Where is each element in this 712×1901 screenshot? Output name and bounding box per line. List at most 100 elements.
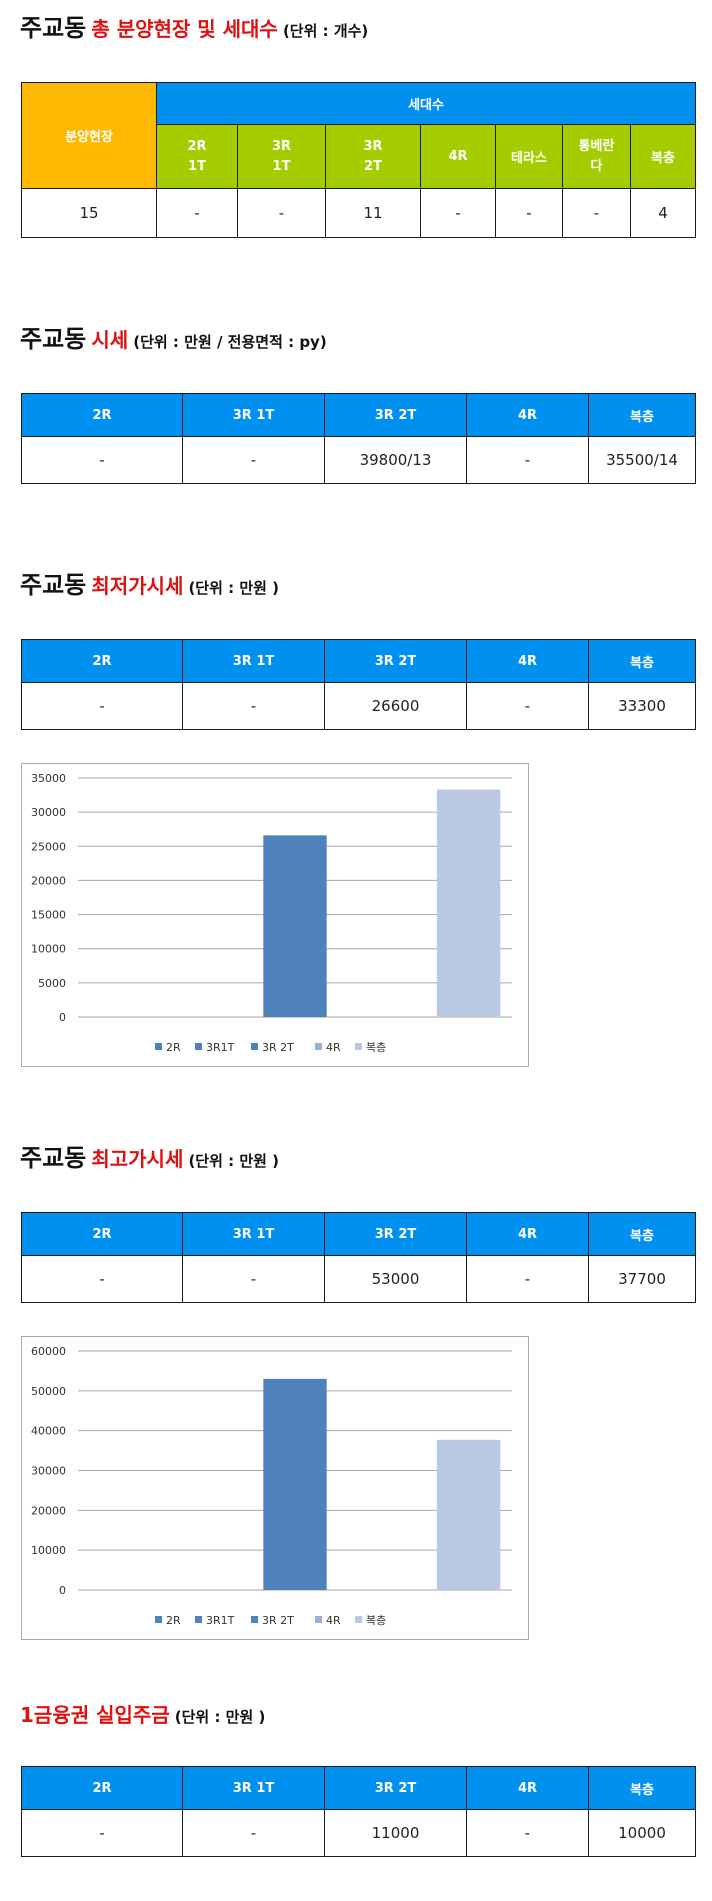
cell-3r2t: 11000 [324, 1809, 467, 1857]
section4-unit: (단위 : 만원 ) [188, 1152, 280, 1170]
legend-swatch [315, 1616, 322, 1623]
y-tick-label: 40000 [31, 1425, 66, 1438]
cell-2r: - [21, 436, 183, 484]
header-3r1t: 3R 1T [182, 1766, 325, 1810]
cell-3r1t: - [182, 1255, 325, 1303]
y-tick-label: 30000 [31, 1465, 66, 1478]
section5-table: 2R 3R 1T 3R 2T 4R 복층 - - 11000 - 10000 [21, 1766, 696, 1857]
cell-4r: - [466, 436, 589, 484]
y-tick-label: 15000 [31, 909, 66, 922]
header-balcony: 통베란 다 [562, 124, 631, 189]
y-tick-label: 50000 [31, 1385, 66, 1398]
cell-4r: - [466, 1809, 589, 1857]
legend-label: 4R [326, 1041, 341, 1054]
legend-label: 복층 [366, 1614, 386, 1627]
legend-label: 3R1T [206, 1041, 235, 1054]
header-2r: 2R [21, 393, 183, 437]
cell-duplex: 4 [629, 188, 697, 238]
legend-swatch [251, 1043, 258, 1050]
section2-title: 시세 [91, 328, 129, 352]
cell-3r2t: 11 [325, 188, 421, 238]
legend-label: 2R [166, 1614, 181, 1627]
header-3r1t: 3R 1T [182, 1212, 325, 1256]
legend-swatch [195, 1616, 202, 1623]
legend-swatch [155, 1616, 162, 1623]
bar-3R-2T [263, 835, 327, 1017]
section3-title-location: 주교동 [20, 571, 87, 599]
cell-4r: - [466, 1255, 589, 1303]
cell-2r1t: - [156, 188, 238, 238]
legend-label: 4R [326, 1614, 341, 1627]
header-4r: 4R [420, 124, 496, 189]
legend-label: 복층 [366, 1041, 386, 1054]
bar-3R-2T [263, 1378, 327, 1590]
section4-title-location: 주교동 [20, 1144, 87, 1172]
header-2r: 2R [21, 1212, 183, 1256]
cell-duplex: 10000 [588, 1809, 696, 1857]
header-3r1t: 3R 1T [182, 393, 325, 437]
section2-heading: 주교동 시세 (단위 : 만원 / 전용면적 : py) [20, 327, 327, 351]
cell-duplex: 33300 [588, 682, 696, 730]
bar-복층 [436, 789, 501, 1017]
y-tick-label: 0 [59, 1011, 66, 1024]
cell-site-count: 15 [21, 188, 157, 238]
chart-lowest-price-svg: 0 5000 10000 15000 20000 25000 30000 35000 2R 3R1… [31, 772, 512, 1054]
legend-label: 3R 2T [262, 1614, 294, 1627]
legend-swatch [251, 1616, 258, 1623]
header-site: 분양현장 [21, 82, 157, 189]
section2-title-location: 주교동 [20, 325, 87, 353]
y-tick-label: 35000 [31, 772, 66, 785]
cell-3r1t: - [182, 682, 325, 730]
section1-table: 분양현장 세대수 2R 1T 3R 1T 3R 2T 4R 테라스 통베란 다 … [21, 82, 697, 238]
header-2r: 2R [21, 639, 183, 683]
y-tick-label: 10000 [31, 943, 66, 956]
section4-heading: 주교동 최고가시세 (단위 : 만원 ) [20, 1146, 279, 1170]
cell-duplex: 37700 [588, 1255, 696, 1303]
cell-4r: - [466, 682, 589, 730]
chart-highest-price: 0 10000 20000 30000 40000 50000 60000 2R 3R1T 3R … [21, 1336, 529, 1640]
section1-title-location: 주교동 [20, 14, 87, 42]
cell-2r: - [21, 1809, 183, 1857]
cell-2r: - [21, 1255, 183, 1303]
cell-balcony: - [562, 188, 631, 238]
section1-heading: 주교동 총 분양현장 및 세대수 (단위 : 개수) [20, 16, 368, 40]
y-tick-label: 30000 [31, 806, 66, 819]
section4-title: 최고가시세 [91, 1147, 184, 1171]
chart-lowest-price: 0 5000 10000 15000 20000 25000 30000 35000 2R 3R1… [21, 763, 529, 1067]
header-duplex: 복층 [588, 639, 696, 683]
header-3r2t: 3R 2T [324, 639, 467, 683]
header-4r: 4R [466, 1212, 589, 1256]
section3-table: 2R 3R 1T 3R 2T 4R 복층 - - 26600 - 33300 [21, 639, 696, 730]
header-3r2t: 3R 2T [324, 1212, 467, 1256]
section2-table: 2R 3R 1T 3R 2T 4R 복층 - - 39800/13 - 3550… [21, 393, 696, 484]
cell-3r1t: - [237, 188, 326, 238]
header-4r: 4R [466, 1766, 589, 1810]
header-terrace: 테라스 [495, 124, 563, 189]
header-3r1t: 3R 1T [237, 124, 326, 189]
legend-swatch [195, 1043, 202, 1050]
header-4r: 4R [466, 639, 589, 683]
section1-title: 총 분양현장 및 세대수 [91, 17, 278, 41]
cell-3r1t: - [182, 1809, 325, 1857]
header-3r2t: 3R 2T [324, 1766, 467, 1810]
section5-heading: 1금융권 실입주금 (단위 : 만원 ) [20, 1705, 265, 1725]
header-3r1t: 3R 1T [182, 639, 325, 683]
cell-terrace: - [495, 188, 563, 238]
section4-table: 2R 3R 1T 3R 2T 4R 복층 - - 53000 - 37700 [21, 1212, 696, 1303]
cell-2r: - [21, 682, 183, 730]
y-tick-label: 25000 [31, 840, 66, 853]
section5-title: 1금융권 실입주금 [20, 1703, 170, 1727]
cell-3r1t: - [182, 436, 325, 484]
header-2r1t: 2R 1T [156, 124, 238, 189]
header-duplex: 복층 [588, 1212, 696, 1256]
cell-4r: - [420, 188, 496, 238]
section3-title: 최저가시세 [91, 574, 184, 598]
section1-unit: (단위 : 개수) [282, 22, 369, 40]
header-duplex: 복층 [588, 393, 696, 437]
cell-3r2t: 26600 [324, 682, 467, 730]
legend-swatch [155, 1043, 162, 1050]
y-tick-label: 20000 [31, 874, 66, 887]
y-tick-label: 60000 [31, 1345, 66, 1358]
header-duplex: 복층 [629, 124, 697, 189]
header-units: 세대수 [155, 82, 697, 125]
